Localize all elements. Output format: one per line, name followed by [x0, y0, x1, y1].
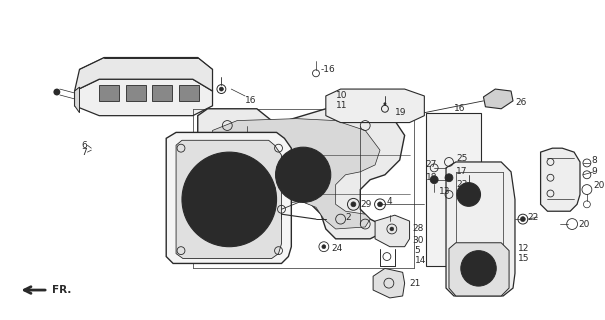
Polygon shape [198, 109, 405, 239]
Polygon shape [373, 268, 405, 298]
Polygon shape [152, 85, 172, 101]
Text: 1: 1 [255, 187, 261, 196]
Circle shape [457, 183, 480, 206]
Polygon shape [326, 89, 424, 123]
Polygon shape [449, 243, 509, 296]
Polygon shape [166, 132, 292, 263]
Text: 23: 23 [456, 180, 467, 189]
Text: 4: 4 [387, 197, 393, 206]
Polygon shape [212, 119, 380, 229]
Polygon shape [176, 140, 281, 259]
Text: 20: 20 [578, 220, 589, 228]
Circle shape [192, 162, 267, 237]
Circle shape [351, 202, 356, 207]
Polygon shape [483, 89, 513, 109]
Circle shape [286, 157, 321, 193]
Polygon shape [99, 85, 119, 101]
Polygon shape [427, 113, 482, 267]
Text: 28: 28 [413, 224, 424, 234]
Circle shape [469, 259, 488, 278]
Text: 16: 16 [454, 104, 465, 113]
Circle shape [378, 202, 382, 207]
Text: 8: 8 [592, 156, 598, 164]
Text: 20: 20 [594, 181, 605, 190]
Text: 6: 6 [82, 141, 87, 150]
Circle shape [390, 227, 394, 231]
Text: 3: 3 [267, 205, 272, 214]
Circle shape [430, 176, 438, 184]
Text: 13: 13 [439, 187, 451, 196]
Text: 18: 18 [426, 173, 437, 182]
Text: 12: 12 [518, 244, 529, 253]
Circle shape [445, 174, 453, 182]
Text: 5: 5 [414, 246, 420, 255]
Text: 29: 29 [361, 200, 371, 209]
Polygon shape [446, 162, 515, 296]
Text: 14: 14 [414, 256, 426, 265]
Text: 22: 22 [528, 213, 539, 222]
Text: 21: 21 [410, 279, 421, 288]
Circle shape [250, 188, 273, 211]
Text: FR.: FR. [52, 285, 71, 295]
Circle shape [384, 102, 387, 105]
Polygon shape [541, 148, 580, 211]
Text: 17: 17 [456, 167, 468, 176]
Text: 15: 15 [518, 254, 529, 263]
Circle shape [322, 245, 326, 249]
Text: -16: -16 [321, 65, 336, 74]
Text: 9: 9 [592, 167, 598, 176]
Text: 2: 2 [345, 213, 351, 222]
Circle shape [182, 152, 276, 247]
Circle shape [275, 147, 331, 202]
Text: 25: 25 [456, 154, 467, 163]
Circle shape [461, 251, 496, 286]
Text: 27: 27 [426, 160, 437, 169]
Polygon shape [74, 87, 79, 113]
Circle shape [220, 87, 223, 91]
Circle shape [520, 217, 525, 221]
Polygon shape [126, 85, 146, 101]
Text: 19: 19 [395, 108, 407, 117]
Text: 16: 16 [245, 96, 257, 105]
Text: 26: 26 [515, 98, 526, 107]
Polygon shape [375, 215, 410, 247]
Text: 24: 24 [332, 244, 343, 253]
Polygon shape [74, 58, 212, 91]
Text: 11: 11 [336, 101, 347, 110]
Circle shape [462, 188, 476, 201]
Text: 30: 30 [413, 236, 424, 245]
Text: 7: 7 [82, 148, 87, 156]
Text: 10: 10 [336, 92, 347, 100]
Polygon shape [179, 85, 198, 101]
Polygon shape [74, 79, 212, 116]
Circle shape [53, 89, 60, 95]
Circle shape [268, 187, 273, 192]
